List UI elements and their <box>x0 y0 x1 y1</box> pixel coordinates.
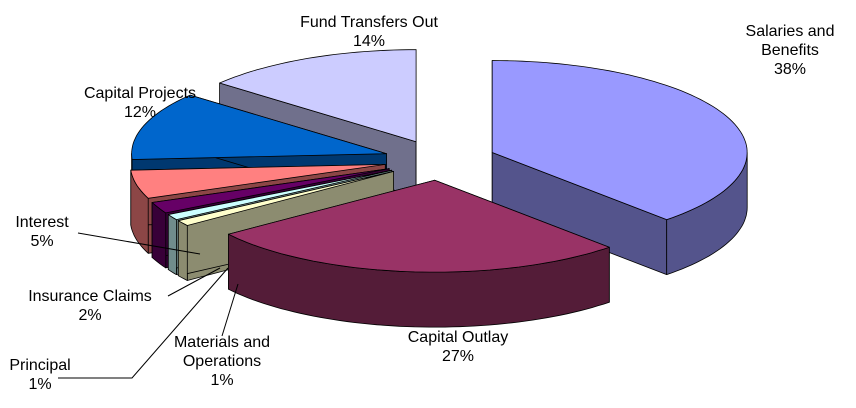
slice-label: Interest 5% <box>0 213 87 251</box>
leader-line <box>221 283 239 337</box>
value-label: 1% <box>28 376 52 393</box>
slice <box>167 169 393 220</box>
leader-lines <box>58 232 239 379</box>
category-label: Capital Projects <box>83 85 197 102</box>
value-label: 12% <box>123 104 157 121</box>
slice <box>131 94 387 160</box>
slice <box>491 60 748 220</box>
slice <box>130 164 386 199</box>
leader-line <box>58 267 229 379</box>
slice-wall <box>151 202 167 269</box>
slice <box>177 171 394 226</box>
category-label: Insurance Claims <box>28 288 152 305</box>
slice-label: Principal 1% <box>0 356 85 394</box>
slice <box>151 168 390 214</box>
slice-label: Capital Projects 12% <box>60 84 220 122</box>
slice-label: Capital Outlay 27% <box>378 328 538 366</box>
value-label: 14% <box>352 33 386 50</box>
slice-label: Insurance Claims 2% <box>5 287 175 325</box>
slice-label: Materials and Operations 1% <box>157 333 287 390</box>
leader-line <box>167 267 221 297</box>
slice <box>228 179 610 273</box>
category-label: Materials and Operations <box>173 334 271 370</box>
value-label: 1% <box>210 372 234 389</box>
category-label: Salaries and Benefits <box>745 23 835 59</box>
category-label: Interest <box>15 214 69 231</box>
leader-line <box>77 232 201 255</box>
slice-label: Fund Transfers Out 14% <box>269 13 469 51</box>
category-label: Principal <box>9 357 71 374</box>
value-label: 27% <box>441 348 475 365</box>
category-label: Capital Outlay <box>407 329 509 346</box>
slice-wall <box>167 214 177 275</box>
slices <box>130 49 748 328</box>
value-label: 2% <box>78 307 102 324</box>
category-label: Fund Transfers Out <box>300 14 438 31</box>
slice-label: Salaries and Benefits 38% <box>730 22 850 79</box>
value-label: 5% <box>30 233 54 250</box>
value-label: 38% <box>773 61 807 78</box>
slice <box>219 49 417 143</box>
